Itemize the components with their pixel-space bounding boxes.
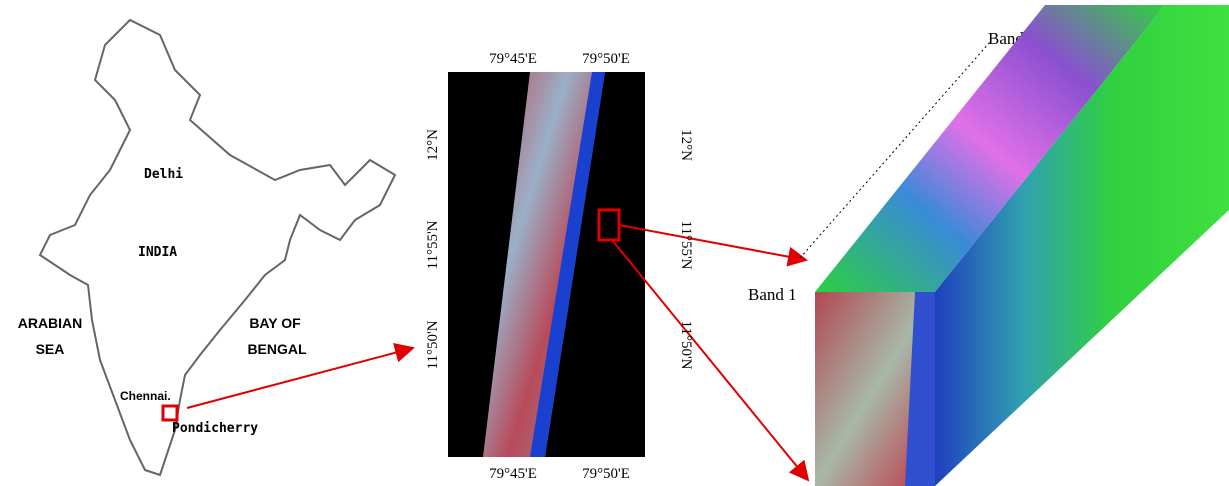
- bottom-tick: 79°45'E: [489, 466, 537, 482]
- bay-of-bengal-label: BAY OF: [249, 315, 301, 331]
- chennai-label: Chennai.: [120, 389, 171, 403]
- top-tick: 79°50'E: [582, 51, 630, 67]
- right-tick: 11°55'N: [678, 221, 694, 270]
- left-tick: 11°50'N: [425, 320, 441, 369]
- bottom-band-label: Band 1: [748, 285, 797, 304]
- arrow: [619, 225, 806, 260]
- pondicherry-label: Pondicherry: [172, 421, 258, 436]
- arrow: [187, 348, 413, 408]
- bay-of-bengal-label: BENGAL: [247, 341, 307, 357]
- india-outline: [40, 20, 395, 475]
- arabian-sea-label: ARABIAN: [18, 315, 83, 331]
- left-tick: 11°55'N: [425, 220, 441, 269]
- top-tick: 79°45'E: [489, 51, 537, 67]
- left-tick: 12°N: [425, 129, 441, 161]
- delhi-label: Delhi: [144, 167, 183, 182]
- arabian-sea-label: SEA: [36, 341, 65, 357]
- india-label: INDIA: [138, 245, 177, 260]
- bottom-tick: 79°50'E: [582, 466, 630, 482]
- figure: Delhi INDIA ARABIAN SEA BAY OF BENGAL Ch…: [0, 0, 1229, 486]
- right-tick: 12°N: [678, 129, 694, 161]
- right-tick: 11°50'N: [678, 321, 694, 370]
